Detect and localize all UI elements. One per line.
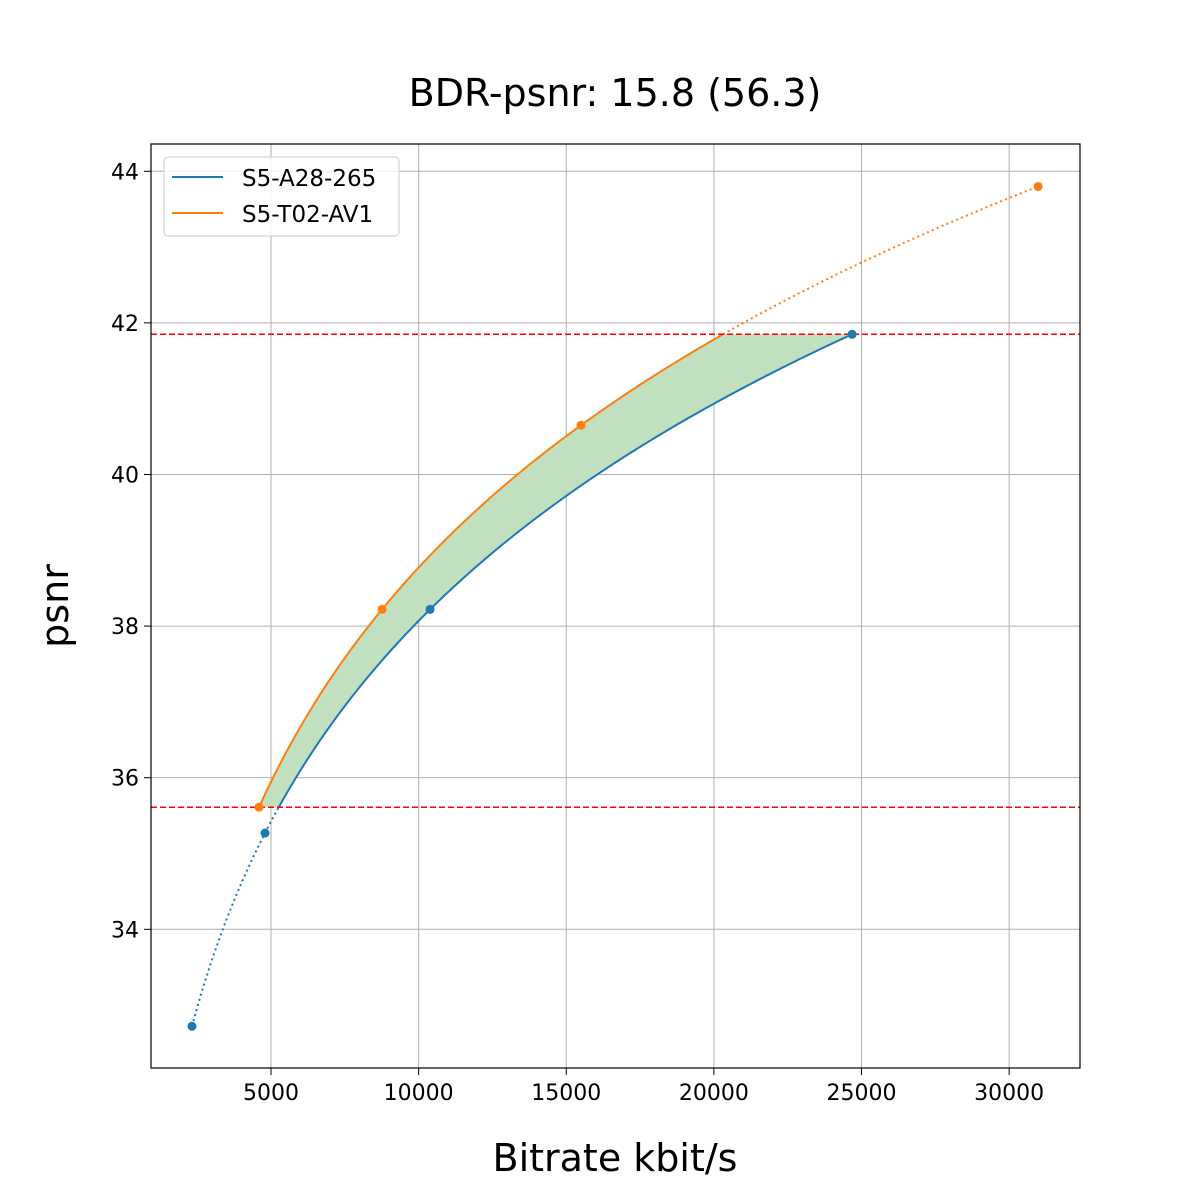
series-0-point	[187, 1021, 197, 1031]
series-1-point	[1033, 181, 1043, 191]
series-0-line	[277, 333, 853, 808]
series-1-line	[258, 333, 724, 808]
bd-area-fill	[259, 334, 853, 808]
x-tick-label: 20000	[679, 1081, 749, 1106]
y-axis-label: psnr	[33, 564, 77, 648]
y-tick-label: 44	[111, 160, 139, 185]
x-axis-label: Bitrate kbit/s	[493, 1136, 738, 1180]
y-tick-label: 36	[111, 767, 139, 792]
series-0-extrapolated-low	[191, 806, 280, 1027]
y-tick-label: 40	[111, 463, 139, 488]
series-0-point	[260, 828, 270, 838]
x-tick-label: 25000	[827, 1081, 897, 1106]
legend-label-0: S5-A28-265	[242, 166, 376, 192]
x-tick-label: 30000	[974, 1081, 1044, 1106]
y-tick-label: 34	[111, 918, 139, 943]
x-tick-label: 5000	[243, 1081, 299, 1106]
chart-title: BDR-psnr: 15.8 (56.3)	[409, 71, 822, 115]
series-1-point	[254, 802, 264, 812]
plot-frame	[150, 143, 1081, 1069]
x-tick-label: 15000	[531, 1081, 601, 1106]
series-0-point	[847, 329, 857, 339]
legend-label-1: S5-T02-AV1	[242, 202, 373, 228]
series-1-point	[377, 604, 387, 614]
x-tick-label: 10000	[384, 1081, 454, 1106]
y-tick-label: 42	[111, 312, 139, 337]
series-0-point	[425, 604, 435, 614]
y-tick-label: 38	[111, 615, 139, 640]
series-1-point	[576, 420, 586, 430]
series-1-extrapolated-high	[722, 185, 1039, 336]
legend: S5-A28-265 S5-T02-AV1	[163, 156, 400, 237]
